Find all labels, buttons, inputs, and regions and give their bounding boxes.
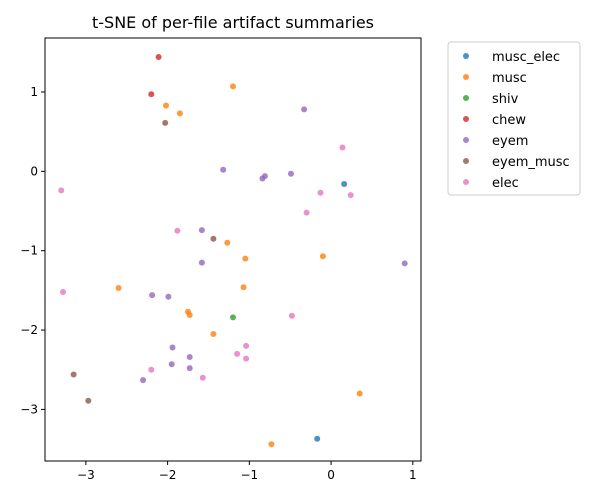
point-eyem-4 — [288, 170, 294, 177]
point-eyem-3 — [259, 175, 266, 182]
legend-label-chew: chew — [492, 113, 526, 128]
x-tick-label-2: −1 — [240, 468, 258, 482]
legend-label-shiv: shiv — [492, 92, 519, 107]
legend-marker-shiv — [463, 95, 469, 101]
point-eyem-0 — [301, 106, 308, 113]
point-musc-6 — [115, 285, 122, 291]
points-layer — [58, 54, 408, 448]
x-tick-label-4: 1 — [409, 468, 417, 482]
legend-label-musc_elec: musc_elec — [492, 50, 560, 65]
point-chew-0 — [155, 54, 162, 60]
legend-marker-musc_elec — [463, 53, 469, 59]
point-elec-0 — [339, 144, 346, 151]
y-tick-label-2: −1 — [20, 244, 38, 258]
point-musc_elec-0 — [341, 181, 348, 187]
point-elec-4 — [303, 209, 310, 216]
point-eyem-13 — [186, 365, 193, 372]
point-elec-6 — [60, 289, 66, 295]
x-tick-label-3: 0 — [327, 468, 335, 482]
point-eyem-10 — [169, 344, 176, 351]
point-musc-4 — [242, 255, 249, 262]
y-tick-label-3: −2 — [20, 323, 38, 337]
point-chew-1 — [148, 91, 155, 98]
y-tick-label-1: 0 — [30, 164, 38, 178]
point-elec-3 — [347, 192, 354, 199]
point-musc-5 — [319, 253, 326, 260]
point-eyem-12 — [168, 361, 175, 368]
point-musc-12 — [268, 441, 275, 448]
point-musc-1 — [163, 102, 169, 109]
plot-frame — [44, 37, 422, 462]
point-eyem-5 — [198, 227, 205, 234]
point-elec-1 — [58, 187, 65, 194]
point-elec-12 — [199, 374, 206, 381]
legend-label-elec: elec — [492, 176, 519, 191]
point-eyem_musc-2 — [70, 371, 77, 378]
point-eyem_musc-1 — [210, 235, 217, 242]
y-tick-label-4: −3 — [20, 402, 38, 416]
legend-marker-musc — [463, 74, 469, 80]
point-elec-9 — [234, 350, 241, 357]
point-eyem_musc-3 — [85, 397, 92, 404]
point-eyem-1 — [220, 166, 227, 173]
y-tick-label-0: 1 — [30, 85, 38, 99]
point-musc-7 — [240, 284, 247, 291]
chart-title: t-SNE of per-file artifact summaries — [92, 13, 374, 32]
legend-marker-elec — [463, 179, 469, 185]
point-musc-2 — [176, 110, 183, 117]
point-eyem-11 — [186, 354, 193, 360]
legend-label-eyem: eyem — [492, 134, 528, 149]
y-axis: 1 0 −1 −2 −3 — [20, 85, 45, 416]
legend-marker-eyem_musc — [463, 158, 469, 164]
point-eyem_musc-0 — [162, 119, 169, 126]
x-tick-label-0: −3 — [77, 468, 95, 482]
x-tick-label-1: −2 — [159, 468, 177, 482]
legend-label-eyem_musc: eyem_musc — [492, 155, 570, 170]
point-elec-7 — [288, 312, 295, 319]
point-elec-5 — [174, 227, 181, 234]
point-musc-9 — [186, 312, 193, 318]
point-musc-11 — [356, 390, 363, 397]
legend-frame — [447, 41, 581, 196]
point-elec-8 — [243, 342, 250, 349]
point-musc-10 — [210, 331, 217, 337]
point-shiv-0 — [230, 314, 236, 321]
x-axis: −3 −2 −1 0 1 — [77, 461, 417, 482]
point-eyem-6 — [198, 259, 205, 266]
point-elec-2 — [317, 189, 324, 196]
point-eyem-8 — [149, 292, 156, 299]
legend-marker-eyem — [463, 137, 469, 143]
point-musc-0 — [230, 83, 236, 90]
point-musc-3 — [224, 239, 231, 246]
legend-label-musc: musc — [492, 71, 527, 86]
point-eyem-14 — [140, 377, 147, 384]
legend-marker-chew — [463, 116, 469, 122]
point-elec-10 — [243, 355, 250, 362]
point-elec-11 — [148, 366, 155, 373]
point-eyem-7 — [401, 260, 408, 267]
point-eyem-9 — [165, 293, 172, 300]
point-musc_elec-1 — [314, 435, 321, 442]
